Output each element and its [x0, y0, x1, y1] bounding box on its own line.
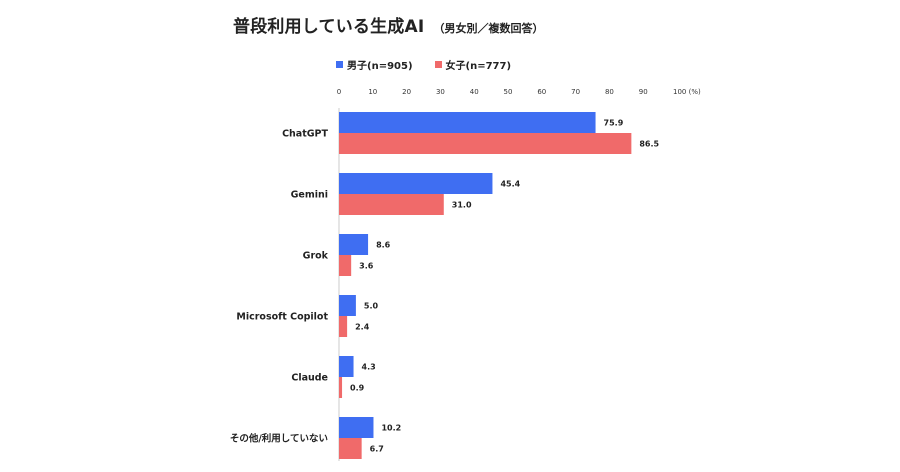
- value-label-female: 3.6: [359, 262, 374, 271]
- value-label-male: 45.4: [500, 180, 520, 189]
- legend-label-female: 女子(n=777): [445, 61, 512, 72]
- legend-item-male: 男子(n=905): [336, 57, 413, 72]
- x-tick-label: 20: [402, 88, 411, 96]
- bar-female: [339, 377, 343, 398]
- value-label-male: 10.2: [381, 424, 401, 433]
- bar-female: [339, 133, 632, 154]
- bar-male: [339, 417, 374, 438]
- value-label-male: 4.3: [362, 363, 376, 372]
- category-label: Gemini: [291, 190, 328, 201]
- bar-male: [339, 112, 596, 133]
- legend-swatch-male: [336, 61, 343, 68]
- category-label: Claude: [291, 373, 328, 384]
- value-label-female: 6.7: [370, 445, 384, 454]
- chart-title: 普段利用している生成AI （男女別／複数回答）: [233, 12, 543, 37]
- x-tick-label: 90: [639, 88, 648, 96]
- legend: 男子(n=905) 女子(n=777): [336, 57, 511, 72]
- legend-item-female: 女子(n=777): [434, 57, 512, 72]
- legend-swatch-female: [434, 61, 442, 68]
- x-tick-label: 30: [436, 88, 445, 96]
- category-label: Microsoft Copilot: [236, 312, 328, 323]
- value-label-male: 75.9: [604, 119, 624, 128]
- value-label-female: 0.9: [350, 384, 365, 393]
- value-label-male: 8.6: [376, 241, 391, 250]
- category-label: その他/利用していない: [230, 433, 328, 445]
- value-label-female: 31.0: [452, 201, 472, 210]
- bar-male: [339, 295, 356, 316]
- x-tick-label: 70: [571, 88, 580, 96]
- bar-female: [339, 438, 362, 459]
- legend-label-male: 男子(n=905): [347, 61, 413, 72]
- x-tick-label: 60: [537, 88, 546, 96]
- bar-female: [339, 316, 348, 337]
- bar-male: [339, 173, 493, 194]
- value-label-male: 5.0: [364, 302, 379, 311]
- category-label: ChatGPT: [282, 129, 328, 140]
- bar-male: [339, 356, 354, 377]
- x-tick-label: 10: [368, 88, 377, 96]
- chart-title-sub: （男女別／複数回答）: [433, 22, 544, 35]
- category-label: Grok: [303, 251, 329, 262]
- value-label-female: 86.5: [639, 140, 659, 149]
- x-tick-label: 0: [337, 88, 341, 96]
- value-label-female: 2.4: [355, 323, 370, 332]
- x-tick-label: 80: [605, 88, 614, 96]
- x-tick-label: 40: [470, 88, 479, 96]
- chart-title-main: 普段利用している生成AI: [233, 17, 425, 37]
- x-tick-label: 100 (%): [673, 88, 701, 96]
- x-tick-label: 50: [504, 88, 513, 96]
- bar-male: [339, 234, 369, 255]
- bar-female: [339, 255, 352, 276]
- bar-female: [339, 194, 444, 215]
